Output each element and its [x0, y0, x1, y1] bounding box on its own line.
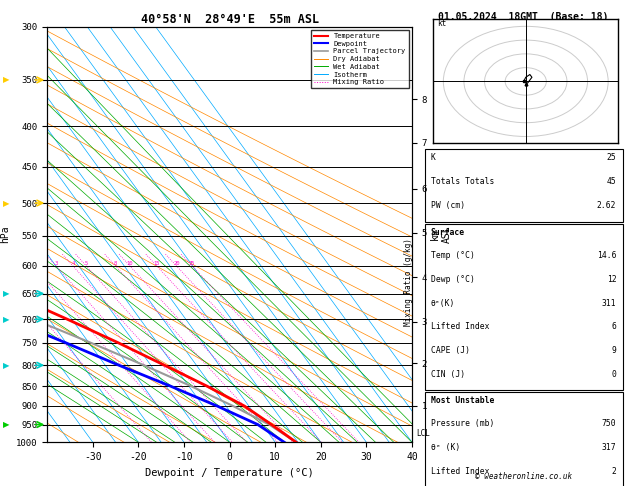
Text: 0: 0 — [611, 370, 616, 379]
Title: 40°58'N  28°49'E  55m ASL: 40°58'N 28°49'E 55m ASL — [140, 13, 319, 26]
Bar — [425, 224, 623, 390]
Text: θᵉ (K): θᵉ (K) — [431, 443, 460, 452]
Text: ▶: ▶ — [3, 289, 9, 298]
Text: PW (cm): PW (cm) — [431, 201, 465, 210]
Text: ▶: ▶ — [3, 361, 9, 370]
Text: ▶: ▶ — [3, 420, 9, 429]
Text: 6: 6 — [611, 322, 616, 331]
Text: Pressure (mb): Pressure (mb) — [431, 419, 494, 429]
Text: Lifted Index: Lifted Index — [431, 467, 489, 476]
Text: 45: 45 — [606, 177, 616, 186]
Text: ▶: ▶ — [3, 75, 9, 85]
Text: 25: 25 — [189, 261, 196, 266]
Text: K: K — [431, 153, 436, 162]
Text: 15: 15 — [153, 261, 160, 266]
Text: 12: 12 — [606, 275, 616, 284]
Text: 9: 9 — [611, 346, 616, 355]
Text: Most Unstable: Most Unstable — [431, 396, 494, 405]
Text: LCL: LCL — [416, 429, 430, 438]
Text: Lifted Index: Lifted Index — [431, 322, 489, 331]
Text: Surface: Surface — [431, 227, 465, 237]
Text: ▶: ▶ — [3, 199, 9, 208]
Text: CAPE (J): CAPE (J) — [431, 346, 470, 355]
X-axis label: Dewpoint / Temperature (°C): Dewpoint / Temperature (°C) — [145, 468, 314, 478]
Text: 25: 25 — [606, 153, 616, 162]
Text: 5: 5 — [85, 261, 88, 266]
Text: 10: 10 — [126, 261, 133, 266]
Text: 750: 750 — [602, 419, 616, 429]
Text: Dewp (°C): Dewp (°C) — [431, 275, 475, 284]
Text: 4: 4 — [71, 261, 74, 266]
Text: kt: kt — [437, 19, 447, 28]
Text: 311: 311 — [602, 298, 616, 308]
Text: CIN (J): CIN (J) — [431, 370, 465, 379]
Text: 20: 20 — [173, 261, 180, 266]
Text: © weatheronline.co.uk: © weatheronline.co.uk — [475, 472, 572, 481]
Text: 01.05.2024  18GMT  (Base: 18): 01.05.2024 18GMT (Base: 18) — [438, 12, 609, 22]
Text: 8: 8 — [114, 261, 117, 266]
Text: θᵉ(K): θᵉ(K) — [431, 298, 455, 308]
Text: Mixing Ratio (g/kg): Mixing Ratio (g/kg) — [404, 238, 413, 326]
Text: Totals Totals: Totals Totals — [431, 177, 494, 186]
Y-axis label: hPa: hPa — [1, 226, 11, 243]
Text: 14.6: 14.6 — [597, 251, 616, 260]
Legend: Temperature, Dewpoint, Parcel Trajectory, Dry Adiabat, Wet Adiabat, Isotherm, Mi: Temperature, Dewpoint, Parcel Trajectory… — [311, 30, 408, 88]
Text: Temp (°C): Temp (°C) — [431, 251, 475, 260]
Bar — [425, 392, 623, 486]
Text: 317: 317 — [602, 443, 616, 452]
Y-axis label: km
ASL: km ASL — [430, 226, 452, 243]
Text: 2.62: 2.62 — [597, 201, 616, 210]
Text: 3: 3 — [55, 261, 58, 266]
Bar — [425, 149, 623, 222]
Text: ▶: ▶ — [3, 314, 9, 324]
Text: 2: 2 — [611, 467, 616, 476]
